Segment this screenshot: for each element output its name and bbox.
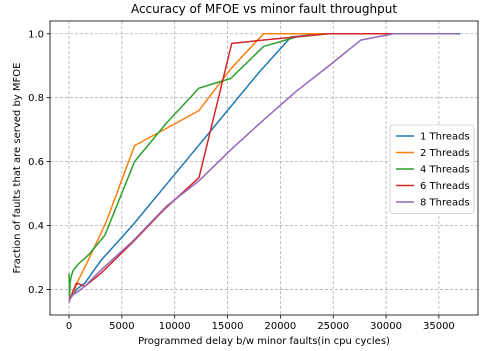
x-tick-label: 25000 [317,321,349,332]
x-axis-label: Programmed delay b/w minor faults(in cpu… [138,336,390,347]
x-tick-label: 0 [66,321,72,332]
x-tick-label: 35000 [423,321,455,332]
series-line-4 [68,33,458,300]
legend: 1 Threads 2 Threads 4 Threads 6 Threads 8 Th… [389,124,475,214]
y-tick-label: 0.6 [28,157,44,168]
x-tick-label: 30000 [370,321,402,332]
legend-label: 6 Threads [420,181,470,192]
x-tick-label: 20000 [264,321,296,332]
y-axis-label: Fraction of faults that are served by MF… [12,63,23,274]
x-tick-label: 15000 [212,321,244,332]
legend-box [389,124,475,214]
tick-layer: 0 5000 10000 15000 20000 25000 30000 35000 0.2 0.… [28,29,455,332]
legend-label: 2 Threads [420,148,470,159]
legend-label: 8 Threads [420,198,470,209]
x-tick-label: 5000 [109,321,134,332]
plot-frame [49,20,479,316]
y-tick-label: 0.4 [28,221,44,232]
legend-label: 4 Threads [420,165,470,176]
y-tick-label: 0.2 [28,285,44,296]
y-tick-label: 1.0 [28,29,44,40]
y-tick-label: 0.8 [28,93,44,104]
x-tick-label: 10000 [159,321,191,332]
legend-label: 1 Threads [420,132,470,143]
series-layer [68,33,461,303]
chart-title: Accuracy of MFOE vs minor fault throughp… [131,2,397,16]
series-line-5 [68,33,458,303]
